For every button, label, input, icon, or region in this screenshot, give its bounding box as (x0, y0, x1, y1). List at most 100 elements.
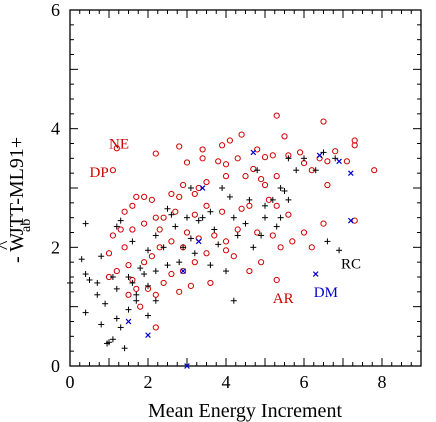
data-point-circle (152, 324, 159, 331)
data-point-circle (351, 142, 358, 149)
data-point-plus (254, 167, 261, 174)
data-point-plus (242, 220, 249, 227)
cross-b (347, 170, 354, 176)
data-point-circle (148, 253, 155, 260)
data-point-circle (180, 181, 187, 189)
y-axis-hat: ^ (0, 240, 16, 250)
data-point-circle (152, 214, 159, 221)
data-point-circle (371, 167, 378, 174)
data-point-plus (86, 276, 93, 283)
data-point-plus (246, 196, 253, 203)
data-point-circle (168, 270, 175, 278)
data-point-plus (293, 167, 300, 174)
data-point-plus (324, 238, 331, 245)
data-point-circle (234, 155, 241, 162)
data-point-circle (168, 190, 175, 198)
data-point-plus (262, 214, 268, 221)
data-point-circle (273, 112, 280, 119)
data-point-circle (113, 145, 120, 152)
x-tick-label: 6 (300, 372, 309, 392)
data-point-plus (312, 167, 319, 174)
data-point-plus (191, 250, 198, 257)
data-point-circle (324, 181, 331, 189)
x-tick-label: 4 (222, 372, 231, 392)
data-point-circle (160, 279, 167, 287)
data-point-cross (125, 318, 132, 325)
data-point-circle (125, 262, 132, 269)
data-point-plus (160, 244, 167, 251)
data-point-circle (121, 244, 128, 251)
data-point-plus (164, 262, 171, 269)
data-point-plus (109, 274, 116, 280)
data-point-plus (152, 297, 159, 304)
data-point-circle (148, 196, 155, 203)
data-point-circle (300, 229, 308, 236)
data-point-plus (320, 149, 327, 156)
cross-b (336, 158, 342, 165)
data-point-cross (312, 271, 319, 277)
data-point-plus (125, 306, 132, 313)
data-point-circle (191, 259, 198, 266)
data-point-circle (222, 247, 230, 254)
data-point-plus (113, 223, 120, 230)
data-point-plus (230, 297, 237, 304)
data-point-plus (223, 268, 229, 275)
data-point-circle (129, 226, 136, 233)
data-point-plus (184, 214, 190, 221)
data-point-circle (176, 143, 183, 150)
data-point-circle (141, 259, 148, 266)
data-point-plus (168, 211, 175, 218)
data-point-circle (176, 288, 183, 295)
data-point-circle (242, 173, 249, 180)
data-point-plus (121, 345, 128, 352)
data-point-plus (285, 155, 292, 162)
x-tick-label: 2 (144, 372, 153, 392)
data-point-plus (176, 259, 183, 266)
data-point-circle (211, 232, 218, 239)
axis-ticks (69, 9, 422, 367)
data-point-circle (273, 173, 280, 180)
data-point-circle (219, 208, 226, 215)
y-axis-prefix: - W (6, 233, 28, 263)
data-point-cross (250, 149, 257, 156)
data-point-circle (269, 152, 276, 159)
cross-b (195, 238, 202, 245)
data-point-cross (145, 332, 151, 338)
data-point-circle (133, 193, 140, 200)
data-point-plus (172, 223, 179, 230)
data-point-plus (109, 336, 116, 343)
cross-b (316, 152, 323, 159)
data-point-plus (152, 232, 159, 239)
data-point-plus (180, 244, 187, 251)
data-point-plus (164, 205, 171, 212)
data-point-plus (94, 291, 101, 298)
data-point-plus (94, 279, 101, 286)
data-point-plus (129, 238, 136, 245)
annotation-dm: DM (314, 285, 338, 301)
data-point-circle (230, 253, 237, 260)
data-point-circle (105, 250, 113, 257)
data-point-circle (113, 267, 120, 275)
data-point-plus (78, 256, 85, 263)
data-point-plus (250, 244, 257, 251)
data-point-cross (184, 363, 190, 369)
data-point-circle (133, 285, 140, 292)
data-point-circle (172, 208, 179, 215)
data-point-circle (203, 178, 210, 186)
y-tick-label: 2 (51, 237, 60, 257)
tick-labels: 0 2 4 6 8 0 2 4 6 (51, 0, 387, 392)
data-point-cross (347, 217, 354, 224)
annotation-dp: DP (90, 165, 109, 181)
data-point-plus (113, 315, 120, 322)
data-point-plus (145, 282, 151, 289)
cross-b (312, 271, 319, 277)
data-point-plus (82, 220, 89, 227)
data-point-circle (258, 176, 265, 183)
data-point-plus (67, 279, 73, 286)
data-point-circle (351, 217, 358, 224)
data-point-plus (82, 271, 89, 278)
data-point-circle (222, 161, 230, 168)
data-point-circle (320, 220, 327, 227)
data-point-plus (152, 268, 159, 275)
plot-border (69, 9, 422, 367)
